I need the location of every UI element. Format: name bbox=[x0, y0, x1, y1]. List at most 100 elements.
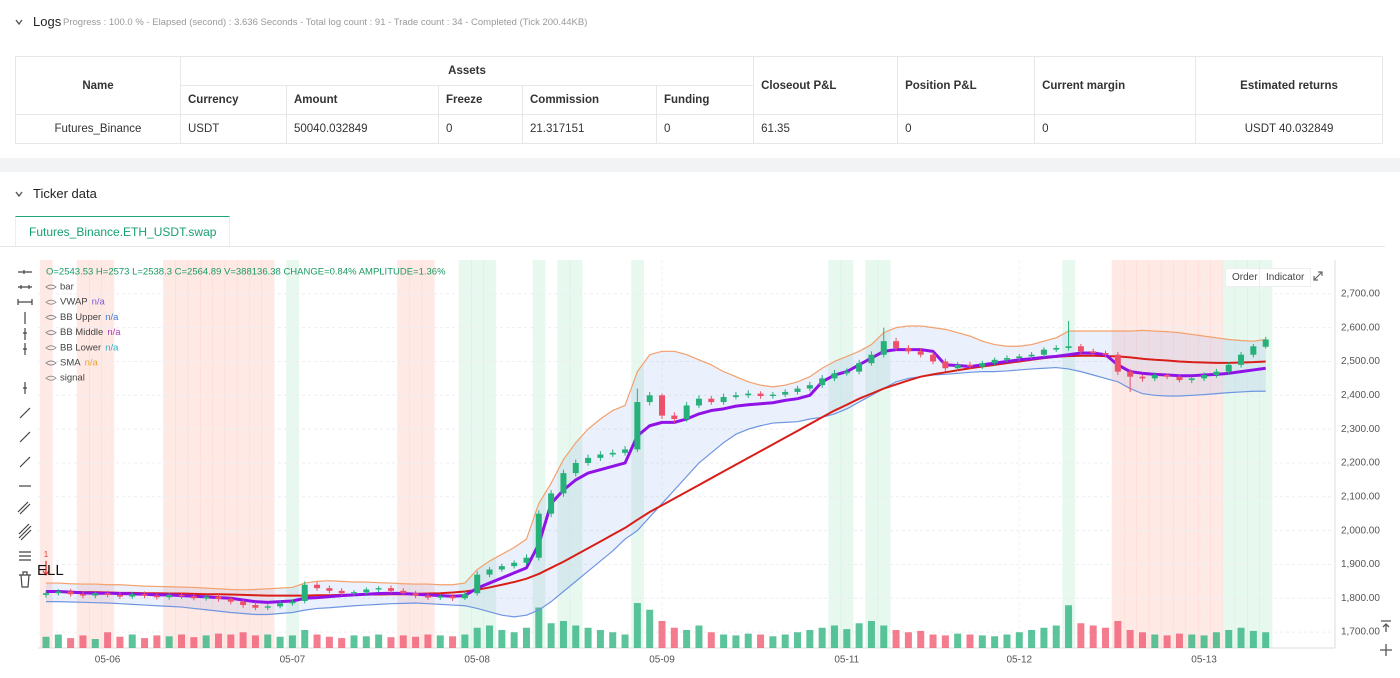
y-tick-label: 2,000.00 bbox=[1341, 525, 1380, 536]
volume-bar bbox=[1138, 632, 1146, 648]
order-button[interactable]: Order bbox=[1225, 268, 1265, 287]
tool-icon[interactable] bbox=[17, 299, 33, 305]
delete-icon[interactable] bbox=[19, 571, 31, 588]
cell: 50040.032849 bbox=[286, 114, 439, 144]
scroll-top-icon[interactable] bbox=[1378, 618, 1394, 634]
volume-bar bbox=[941, 635, 949, 648]
volume-bar bbox=[1065, 605, 1073, 648]
volume-bar bbox=[42, 636, 50, 648]
collapse-icon[interactable] bbox=[14, 189, 24, 199]
tool-icon[interactable] bbox=[19, 551, 31, 561]
cell: 0 bbox=[897, 114, 1036, 144]
signal-band bbox=[421, 260, 435, 648]
series-line bbox=[46, 366, 1266, 618]
drawing-toolbar bbox=[0, 262, 37, 592]
signal-band bbox=[187, 260, 201, 648]
tool-icon[interactable] bbox=[23, 343, 27, 355]
volume-bar bbox=[1151, 634, 1159, 648]
y-tick-label: 2,300.00 bbox=[1341, 424, 1380, 435]
candle-body bbox=[757, 393, 764, 396]
header-cell: Name bbox=[15, 56, 181, 115]
y-tick-label: 2,400.00 bbox=[1341, 390, 1380, 401]
candle-body bbox=[1127, 371, 1134, 377]
y-tick-label: 2,600.00 bbox=[1341, 322, 1380, 333]
candle-body bbox=[905, 347, 912, 352]
signal-band bbox=[483, 260, 497, 648]
candle-body bbox=[1201, 375, 1208, 379]
volume-bar bbox=[91, 639, 99, 648]
signal-band bbox=[1185, 260, 1199, 648]
subheader-cell: Currency bbox=[180, 85, 287, 115]
candle-body bbox=[498, 566, 505, 570]
signal-band bbox=[1148, 260, 1162, 648]
candle-body bbox=[116, 594, 123, 597]
volume-bar bbox=[1102, 627, 1110, 648]
eye-icon bbox=[45, 360, 57, 366]
volume-bar bbox=[855, 623, 863, 648]
volume-bar bbox=[880, 625, 888, 648]
tool-icon[interactable] bbox=[19, 431, 31, 443]
candle-body bbox=[424, 595, 431, 598]
volume-bar bbox=[720, 634, 728, 648]
tool-icon[interactable] bbox=[17, 501, 31, 515]
tool-icon[interactable] bbox=[19, 456, 31, 468]
tab[interactable]: Futures_Binance.ETH_USDT.swap bbox=[15, 216, 231, 246]
candle-body bbox=[1213, 371, 1220, 376]
volume-bar bbox=[917, 630, 925, 648]
candle-body bbox=[1238, 354, 1245, 365]
signal-band bbox=[200, 260, 213, 648]
volume-bar bbox=[522, 627, 530, 648]
candle-body bbox=[326, 588, 333, 591]
expand-icon[interactable] bbox=[1312, 270, 1324, 282]
volume-bar bbox=[1077, 623, 1085, 648]
signal-band bbox=[397, 260, 410, 648]
volume-bar bbox=[375, 634, 383, 648]
candle-body bbox=[1003, 358, 1010, 360]
volume-bar bbox=[264, 634, 272, 648]
volume-bar bbox=[991, 636, 999, 648]
zoom-icon[interactable] bbox=[1378, 642, 1394, 658]
volume-bar bbox=[424, 634, 432, 648]
tool-icon[interactable] bbox=[18, 285, 32, 289]
candle-body bbox=[400, 590, 407, 594]
candle-body bbox=[166, 594, 173, 598]
volume-bar bbox=[892, 630, 900, 648]
volume-bar bbox=[1163, 635, 1171, 648]
signal-band bbox=[569, 260, 583, 648]
tool-icon[interactable] bbox=[19, 407, 31, 419]
volume-bar bbox=[769, 636, 777, 648]
tool-icon[interactable] bbox=[18, 270, 32, 274]
candle-body bbox=[437, 596, 444, 598]
tool-icon[interactable] bbox=[18, 523, 32, 541]
candle-body bbox=[609, 452, 616, 455]
volume-bar bbox=[1015, 632, 1023, 648]
volume-bar bbox=[658, 621, 666, 648]
tool-icon[interactable] bbox=[23, 382, 27, 394]
y-tick-label: 2,700.00 bbox=[1341, 288, 1380, 299]
cell: USDT 40.032849 bbox=[1195, 114, 1384, 144]
candle-body bbox=[523, 557, 530, 563]
volume-bar bbox=[1212, 632, 1220, 648]
candle-body bbox=[79, 594, 86, 596]
legend-value: n/a bbox=[92, 297, 106, 308]
x-tick-label: 05-08 bbox=[464, 655, 490, 666]
volume-bar bbox=[412, 636, 420, 648]
signal-band bbox=[76, 260, 90, 648]
separator bbox=[0, 158, 1400, 172]
volume-bar bbox=[1188, 634, 1196, 648]
tool-icon[interactable] bbox=[23, 328, 27, 340]
candle-body bbox=[1188, 378, 1195, 381]
subheader-cell: Freeze bbox=[438, 85, 523, 115]
volume-bar bbox=[633, 603, 641, 648]
indicator-button[interactable]: Indicator bbox=[1259, 268, 1312, 287]
signal-band bbox=[828, 260, 842, 648]
candle-body bbox=[511, 562, 518, 567]
chart: 1,700.00 1,800.00 1,900.00 2,000.00 2,100.00… bbox=[27, 260, 1380, 666]
collapse-icon[interactable] bbox=[14, 17, 24, 27]
candle-body bbox=[474, 574, 481, 594]
candle-body bbox=[991, 359, 998, 364]
volume-bar bbox=[251, 635, 259, 648]
candle-body bbox=[92, 593, 99, 596]
legend-value: n/a bbox=[105, 312, 119, 323]
candle-body bbox=[1065, 346, 1072, 348]
